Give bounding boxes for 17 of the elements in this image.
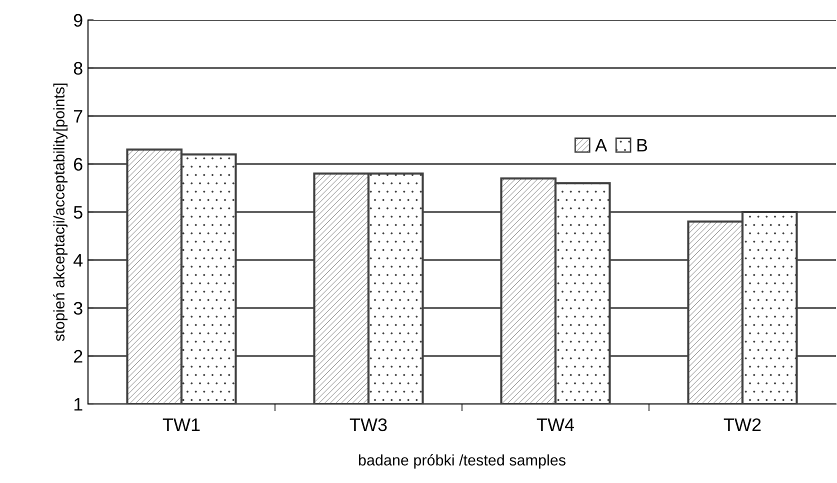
y-axis-title: stopień akceptacji/acceptability[points]	[53, 84, 68, 342]
y-tick-label: 5	[74, 206, 82, 219]
y-tick-label: 3	[74, 302, 82, 315]
legend-label: B	[637, 139, 648, 152]
y-tick-label: 2	[74, 350, 82, 363]
y-tick-label: 7	[74, 110, 82, 123]
y-tick-label: 8	[74, 62, 82, 75]
y-tick-label: 6	[74, 158, 82, 171]
x-tick-label: TW2	[724, 418, 761, 431]
y-tick-label: 9	[74, 14, 82, 27]
x-tick-label: TW1	[162, 418, 200, 431]
y-tick-label: 4	[74, 254, 83, 267]
x-tick-label: TW4	[536, 418, 574, 431]
x-axis-title: badane próbki /tested samples	[358, 454, 566, 469]
x-tick-label: TW3	[350, 418, 387, 432]
y-tick-label: 1	[74, 398, 82, 411]
legend-label: A	[595, 139, 608, 152]
